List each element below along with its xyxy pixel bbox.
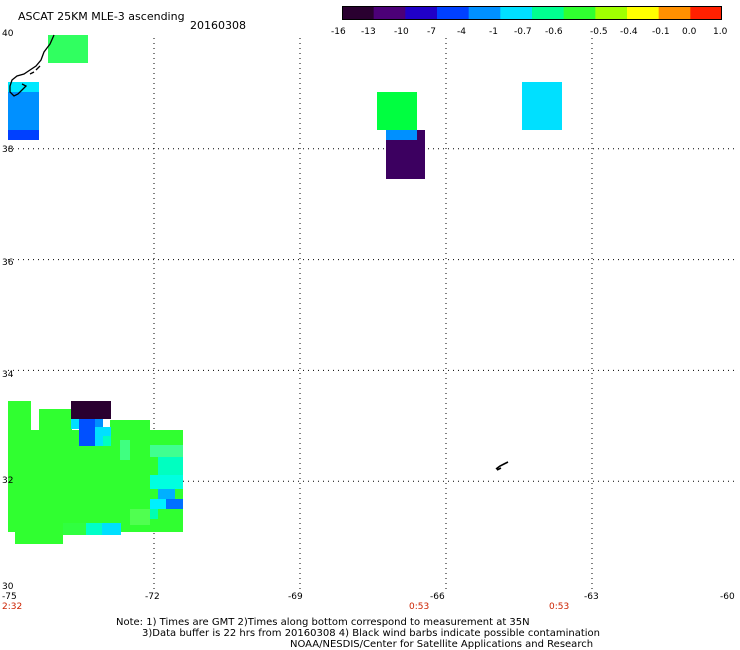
lon-label: -63 xyxy=(584,592,599,602)
colorbar-swatch xyxy=(532,6,565,20)
lat-label: 38 xyxy=(2,145,14,155)
colorbar-label: -0.7 xyxy=(514,27,532,37)
colorbar-swatch xyxy=(500,6,533,20)
data-cell xyxy=(150,509,158,519)
product-title: ASCAT 25KM MLE-3 ascending xyxy=(18,10,185,23)
lon-label: -66 xyxy=(430,592,445,602)
colorbar-border xyxy=(342,6,722,20)
lat-label: 34 xyxy=(2,370,14,380)
colorbar-label: -13 xyxy=(361,27,376,37)
footnote-line-1: Note: 1) Times are GMT 2)Times along bot… xyxy=(116,617,530,628)
lon-label: -69 xyxy=(288,592,303,602)
data-cell xyxy=(110,420,150,432)
lat-label: 30 xyxy=(2,582,14,592)
lat-label: 32 xyxy=(2,476,14,486)
colorbar-label: -0.5 xyxy=(590,27,608,37)
data-cell xyxy=(8,82,39,92)
lat-lon-grid xyxy=(8,38,738,592)
data-cell xyxy=(8,130,39,140)
colorbar-swatch xyxy=(373,6,406,20)
data-cell xyxy=(130,509,150,525)
data-cell xyxy=(150,499,166,509)
lon-label: -60 xyxy=(720,592,735,602)
colorbar-swatch xyxy=(563,6,596,20)
data-cell xyxy=(522,82,562,130)
data-cell xyxy=(86,523,102,535)
colorbar-label: -4 xyxy=(457,27,466,37)
data-cell xyxy=(71,419,79,429)
data-cell xyxy=(417,130,425,140)
lon-label: -75 xyxy=(2,592,17,602)
colorbar-swatch xyxy=(658,6,691,20)
colorbar-label: -0.1 xyxy=(652,27,670,37)
data-cell xyxy=(158,489,175,499)
footnote-line-2: 3)Data buffer is 22 hrs from 20160308 4)… xyxy=(142,628,600,639)
data-cell xyxy=(120,440,130,460)
time-label: 2:32 xyxy=(2,602,23,612)
colorbar-label: -7 xyxy=(427,27,436,37)
data-cell xyxy=(150,445,183,457)
data-cell xyxy=(150,430,183,442)
wind-barb xyxy=(495,461,509,471)
credit-line: NOAA/NESDIS/Center for Satellite Applica… xyxy=(290,639,594,650)
colorbar xyxy=(342,6,722,20)
data-cell xyxy=(71,401,111,419)
colorbar-label: -0.4 xyxy=(620,27,638,37)
data-cell xyxy=(166,499,183,509)
colorbar-swatch xyxy=(437,6,470,20)
coastline xyxy=(9,34,55,97)
data-cell xyxy=(48,35,88,63)
time-label: 0:53 xyxy=(549,602,570,612)
data-cell xyxy=(15,530,63,544)
colorbar-label: -0.6 xyxy=(545,27,563,37)
product-date: 20160308 xyxy=(190,19,246,32)
wind-retrieval-cells xyxy=(8,35,562,544)
colorbar-swatch xyxy=(342,6,375,20)
data-cell xyxy=(8,92,39,130)
colorbar-label: -10 xyxy=(394,27,409,37)
colorbar-label: 0.0 xyxy=(682,27,697,37)
colorbar-label: -1 xyxy=(489,27,498,37)
colorbar-label: 1.0 xyxy=(713,27,728,37)
colorbar-swatch xyxy=(468,6,501,20)
colorbar-swatch xyxy=(595,6,628,20)
data-cell xyxy=(386,130,417,140)
colorbar-swatch xyxy=(690,6,722,20)
data-cell xyxy=(150,475,183,489)
colorbar-swatch xyxy=(627,6,660,20)
lat-label: 40 xyxy=(2,29,14,39)
data-cell xyxy=(102,523,121,535)
data-cell xyxy=(39,409,72,439)
time-label: 0:53 xyxy=(409,602,430,612)
colorbar-swatch xyxy=(405,6,438,20)
data-cell xyxy=(103,436,111,446)
data-cell xyxy=(377,92,417,130)
data-cell xyxy=(95,419,103,427)
lon-label: -72 xyxy=(145,592,160,602)
data-cell xyxy=(158,457,183,475)
data-cell xyxy=(79,419,95,446)
lat-label: 36 xyxy=(2,258,14,268)
colorbar-label: -16 xyxy=(331,27,346,37)
